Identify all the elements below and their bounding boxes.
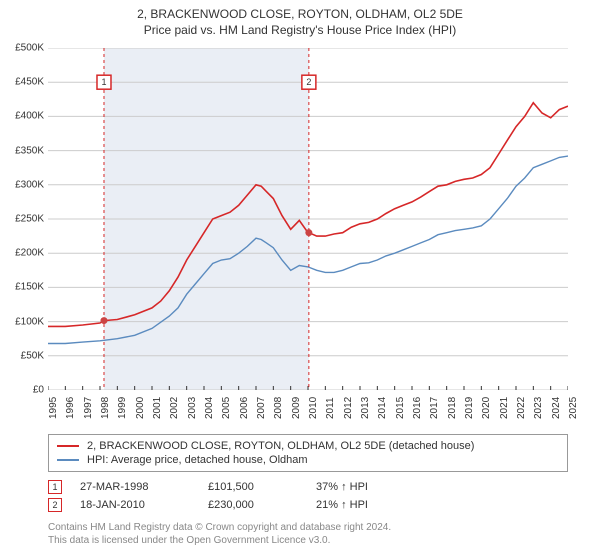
chart-svg: 12 bbox=[48, 48, 568, 390]
title-line-1: 2, BRACKENWOOD CLOSE, ROYTON, OLDHAM, OL… bbox=[10, 6, 590, 22]
x-tick-label: 2012 bbox=[343, 397, 354, 419]
y-tick-label: £150K bbox=[0, 282, 44, 293]
transaction-row: 1 27-MAR-1998 £101,500 37% ↑ HPI bbox=[48, 478, 568, 496]
transaction-price: £101,500 bbox=[208, 481, 298, 493]
price-chart: 12 £0£50K£100K£150K£200K£250K£300K£350K£… bbox=[48, 48, 568, 390]
x-tick-label: 1998 bbox=[100, 397, 111, 419]
legend-item: HPI: Average price, detached house, Oldh… bbox=[57, 453, 559, 467]
svg-text:1: 1 bbox=[101, 77, 106, 87]
x-tick-label: 2020 bbox=[481, 397, 492, 419]
y-tick-label: £200K bbox=[0, 248, 44, 259]
y-tick-label: £300K bbox=[0, 179, 44, 190]
x-tick-label: 2005 bbox=[221, 397, 232, 419]
transaction-badge-number: 1 bbox=[52, 482, 57, 492]
x-tick-label: 1999 bbox=[117, 397, 128, 419]
title-block: 2, BRACKENWOOD CLOSE, ROYTON, OLDHAM, OL… bbox=[0, 0, 600, 42]
transaction-badge-number: 2 bbox=[52, 500, 57, 510]
x-tick-label: 1997 bbox=[83, 397, 94, 419]
y-tick-label: £450K bbox=[0, 77, 44, 88]
x-tick-label: 2015 bbox=[395, 397, 406, 419]
x-tick-label: 2021 bbox=[499, 397, 510, 419]
legend-swatch-icon bbox=[57, 459, 79, 461]
y-tick-label: £400K bbox=[0, 111, 44, 122]
transaction-row: 2 18-JAN-2010 £230,000 21% ↑ HPI bbox=[48, 496, 568, 514]
y-tick-label: £0 bbox=[0, 385, 44, 396]
x-tick-label: 2014 bbox=[377, 397, 388, 419]
x-tick-label: 2016 bbox=[412, 397, 423, 419]
x-tick-label: 2022 bbox=[516, 397, 527, 419]
x-tick-label: 2011 bbox=[325, 397, 336, 419]
legend-label: 2, BRACKENWOOD CLOSE, ROYTON, OLDHAM, OL… bbox=[87, 440, 474, 452]
transaction-badge-icon: 1 bbox=[48, 480, 62, 494]
x-tick-label: 2006 bbox=[239, 397, 250, 419]
title-line-2: Price paid vs. HM Land Registry's House … bbox=[10, 22, 590, 38]
x-tick-label: 1995 bbox=[48, 397, 59, 419]
svg-text:2: 2 bbox=[306, 77, 311, 87]
x-tick-label: 2017 bbox=[429, 397, 440, 419]
y-tick-label: £350K bbox=[0, 145, 44, 156]
x-tick-label: 2024 bbox=[551, 397, 562, 419]
y-tick-label: £50K bbox=[0, 350, 44, 361]
x-tick-label: 2002 bbox=[169, 397, 180, 419]
x-tick-label: 2025 bbox=[568, 397, 579, 419]
transaction-table: 1 27-MAR-1998 £101,500 37% ↑ HPI 2 18-JA… bbox=[48, 478, 568, 514]
x-tick-label: 1996 bbox=[65, 397, 76, 419]
x-tick-label: 2003 bbox=[187, 397, 198, 419]
transaction-hpi-diff: 21% ↑ HPI bbox=[316, 499, 416, 511]
footer-attribution: Contains HM Land Registry data © Crown c… bbox=[48, 522, 568, 547]
x-tick-label: 2010 bbox=[308, 397, 319, 419]
page-root: 2, BRACKENWOOD CLOSE, ROYTON, OLDHAM, OL… bbox=[0, 0, 600, 560]
legend-swatch-icon bbox=[57, 445, 79, 447]
transaction-price: £230,000 bbox=[208, 499, 298, 511]
x-tick-label: 2008 bbox=[273, 397, 284, 419]
footer-line-2: This data is licensed under the Open Gov… bbox=[48, 535, 568, 548]
transaction-date: 18-JAN-2010 bbox=[80, 499, 190, 511]
transaction-hpi-diff: 37% ↑ HPI bbox=[316, 481, 416, 493]
y-tick-label: £500K bbox=[0, 43, 44, 54]
x-tick-label: 2018 bbox=[447, 397, 458, 419]
x-tick-label: 2004 bbox=[204, 397, 215, 419]
transaction-badge-icon: 2 bbox=[48, 498, 62, 512]
y-tick-label: £100K bbox=[0, 316, 44, 327]
x-tick-label: 2009 bbox=[291, 397, 302, 419]
x-tick-label: 2013 bbox=[360, 397, 371, 419]
x-tick-label: 2023 bbox=[533, 397, 544, 419]
x-tick-label: 2007 bbox=[256, 397, 267, 419]
x-tick-label: 2001 bbox=[152, 397, 163, 419]
legend-box: 2, BRACKENWOOD CLOSE, ROYTON, OLDHAM, OL… bbox=[48, 434, 568, 472]
legend-item: 2, BRACKENWOOD CLOSE, ROYTON, OLDHAM, OL… bbox=[57, 439, 559, 453]
x-tick-label: 2019 bbox=[464, 397, 475, 419]
footer-line-1: Contains HM Land Registry data © Crown c… bbox=[48, 522, 568, 535]
transaction-date: 27-MAR-1998 bbox=[80, 481, 190, 493]
y-tick-label: £250K bbox=[0, 214, 44, 225]
legend-label: HPI: Average price, detached house, Oldh… bbox=[87, 454, 308, 466]
x-tick-label: 2000 bbox=[135, 397, 146, 419]
